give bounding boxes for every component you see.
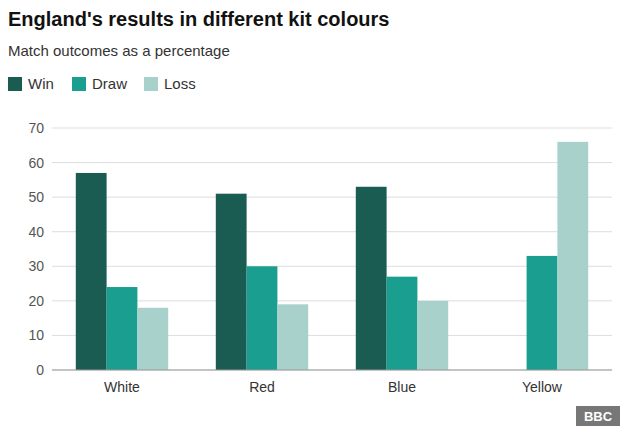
legend: Win Draw Loss [8,75,196,92]
subtitle: Match outcomes as a percentage [8,42,230,59]
bar [527,256,558,370]
x-axis: White Red Blue Yellow [52,370,612,395]
y-tick-label: 60 [28,155,44,171]
legend-label: Win [28,75,54,92]
legend-swatch [72,77,86,91]
title: England's results in different kit colou… [8,8,389,30]
legend-label: Loss [164,75,196,92]
grid-line [52,162,612,163]
grid-line [52,197,612,198]
bar [76,173,107,370]
y-tick-label: 50 [28,189,44,205]
y-tick-label: 10 [28,327,44,343]
grid-line [52,128,612,129]
x-tick-label: Yellow [522,379,563,395]
legend-swatch [8,77,22,91]
annotation-box [576,406,620,426]
x-tick-label: Blue [388,379,416,395]
bar [247,266,278,370]
legend-swatch [144,77,158,91]
bar [417,301,448,370]
bar [557,142,588,370]
chart-container: England's results in different kit colou… [0,0,624,430]
x-axis-line [52,370,612,371]
bar [277,304,308,370]
y-axis: 0 10 20 30 40 50 60 70 [28,120,612,378]
bars [76,142,588,370]
annotation: BBC [576,406,620,426]
legend-label: Draw [92,75,127,92]
bar [107,287,138,370]
annotation-text: BBC [584,409,613,424]
y-tick-label: 0 [36,362,44,378]
x-tick-label: Red [249,379,275,395]
bar [137,308,168,370]
y-tick-label: 40 [28,224,44,240]
chart-svg: England's results in different kit colou… [0,0,624,430]
y-tick-label: 30 [28,258,44,274]
grid-line [52,231,612,232]
y-tick-label: 70 [28,120,44,136]
y-tick-label: 20 [28,293,44,309]
grid-line [52,370,612,371]
bar [356,187,387,370]
bar [216,194,247,370]
x-tick-label: White [104,379,140,395]
bar [387,277,418,370]
